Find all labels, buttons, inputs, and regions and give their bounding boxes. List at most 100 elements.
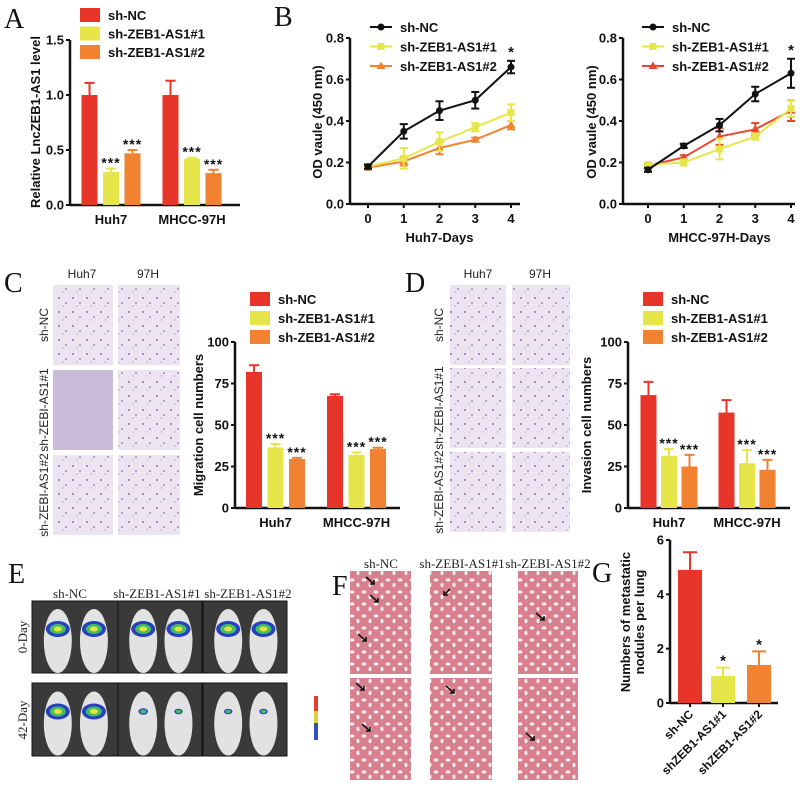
panel-label-d: D: [405, 268, 425, 299]
x-axis-label: MHCC-97H-Days: [668, 230, 771, 245]
mouse: [79, 691, 108, 756]
legend-label: sh-NC: [671, 292, 710, 307]
marker-circle: [507, 63, 515, 71]
arrow-icons: [355, 576, 545, 741]
x-tick-label: 0: [364, 211, 371, 226]
significance-label: ***: [123, 136, 142, 152]
marker-triangle: [376, 61, 386, 69]
signal: [139, 626, 148, 632]
marker-triangle: [750, 124, 760, 133]
signal: [140, 709, 147, 714]
signal: [53, 626, 62, 632]
y-tick-label: 6: [657, 533, 664, 548]
marker-triangle: [648, 61, 658, 69]
color-scale-bar: [314, 711, 318, 723]
x-tick-label: 3: [472, 211, 479, 226]
marker-square: [436, 138, 443, 146]
lung-section: [350, 571, 411, 674]
lung-section: [430, 678, 492, 780]
legend-label: sh-ZEB1-AS1#2: [400, 59, 497, 74]
y-axis-label: nodules per lung: [632, 570, 647, 675]
marker-square: [716, 145, 723, 153]
micrograph: [512, 368, 570, 448]
col-label-sh-nc: sh-NC: [53, 586, 87, 601]
marker-square: [787, 105, 795, 113]
significance-label: *: [508, 44, 514, 61]
y-tick-label: 75: [608, 376, 622, 391]
micrograph: [118, 455, 180, 535]
legend-label: sh-ZEB1-AS1#2: [108, 45, 205, 60]
legend-swatch: [643, 311, 663, 325]
y-tick-label: 4: [657, 587, 665, 602]
panel-e-bioluminescence: sh-NC sh-ZEB1-AS1#1 sh-ZEB1-AS1#2 0-Day …: [15, 586, 318, 757]
legend-label: sh-ZEB1-AS1#2: [278, 330, 375, 345]
marker-circle: [787, 69, 795, 77]
legend-swatch: [250, 330, 270, 344]
bar: [718, 412, 735, 508]
bar: [747, 664, 771, 703]
y-axis-label: Migration cell numbers: [191, 354, 206, 496]
mouse: [214, 609, 243, 673]
x-tick-label: 0: [644, 211, 651, 226]
significance-label: ***: [347, 438, 366, 454]
micrograph: [512, 452, 570, 532]
arrow-icon: [369, 594, 379, 603]
chart-B2: 0.0 0.2 0.4 0.6 0.8 OD vaule (450 nm) 0 1 2 3 4 MHC…: [584, 20, 796, 245]
row-label-sh-nc: sh-NC: [432, 308, 446, 342]
row-label-sh2: sh-ZEBI-AS1#2: [37, 453, 51, 537]
mouse: [43, 691, 72, 756]
marker-triangle: [506, 120, 516, 129]
mouse: [164, 691, 193, 756]
mouse: [79, 609, 108, 673]
marker-circle: [436, 107, 443, 115]
chart-B1: 0.0 0.2 0.4 0.6 0.8 OD vaule (450 nm) 0 1 2 3 4 Huh…: [310, 20, 520, 245]
y-tick-label: 0.4: [599, 114, 618, 129]
lung-section: [518, 571, 578, 674]
x-tick-label: Huh7: [259, 515, 292, 530]
significance-label: *: [720, 653, 726, 670]
legend-swatch: [80, 26, 100, 41]
signal: [224, 626, 233, 632]
legend-label: sh-ZEB1-AS1#1: [108, 27, 205, 42]
mouse: [164, 609, 193, 673]
y-tick-label: 0.0: [46, 198, 64, 213]
bar: [661, 455, 677, 508]
micrograph: [118, 370, 180, 450]
micrograph: [450, 368, 506, 448]
y-tick-label: 0.6: [326, 72, 344, 87]
legend-label: sh-NC: [672, 20, 711, 35]
signal: [225, 709, 231, 714]
legend-swatch: [80, 8, 100, 22]
mouse: [249, 609, 278, 673]
arrow-icon: [525, 732, 535, 741]
y-axis-label: OD vaule (450 nm): [310, 65, 325, 178]
y-tick-label: 50: [608, 418, 622, 433]
y-tick-label: 0: [657, 696, 664, 711]
legend-label: sh-ZEB1-AS1#1: [671, 311, 768, 326]
marker-circle: [400, 127, 408, 135]
chart-G: 0 2 4 6 Numbers of metastatic nodules per lun…: [618, 533, 778, 777]
signal: [259, 626, 268, 632]
y-tick-label: 0.0: [326, 197, 344, 212]
col-label-97h: 97H: [137, 267, 159, 281]
legend-label: sh-ZEB1-AS1#2: [671, 330, 768, 345]
chart-D: 0 25 50 75 100 Invasion cell numbers sh-NC sh-Z…: [579, 292, 790, 530]
legend-label: sh-NC: [278, 292, 317, 307]
significance-label: *: [756, 636, 762, 653]
row-label-sh-nc: sh-NC: [37, 308, 51, 342]
color-scale-bar: [314, 696, 318, 711]
y-tick-label: 0.5: [46, 143, 64, 158]
legend-swatch: [250, 292, 270, 306]
arrow-icon: [365, 576, 375, 585]
bar: [205, 173, 222, 205]
significance-label: ***: [182, 144, 201, 160]
marker-circle: [364, 163, 372, 171]
legend-label: sh-NC: [108, 8, 147, 23]
micrograph: [53, 370, 113, 450]
col-label-huh7: Huh7: [68, 267, 97, 281]
y-axis-label: Numbers of metastatic: [618, 552, 633, 692]
col-label-sh1: sh-ZEBI-AS1#1: [419, 556, 504, 571]
marker-circle: [644, 166, 652, 174]
